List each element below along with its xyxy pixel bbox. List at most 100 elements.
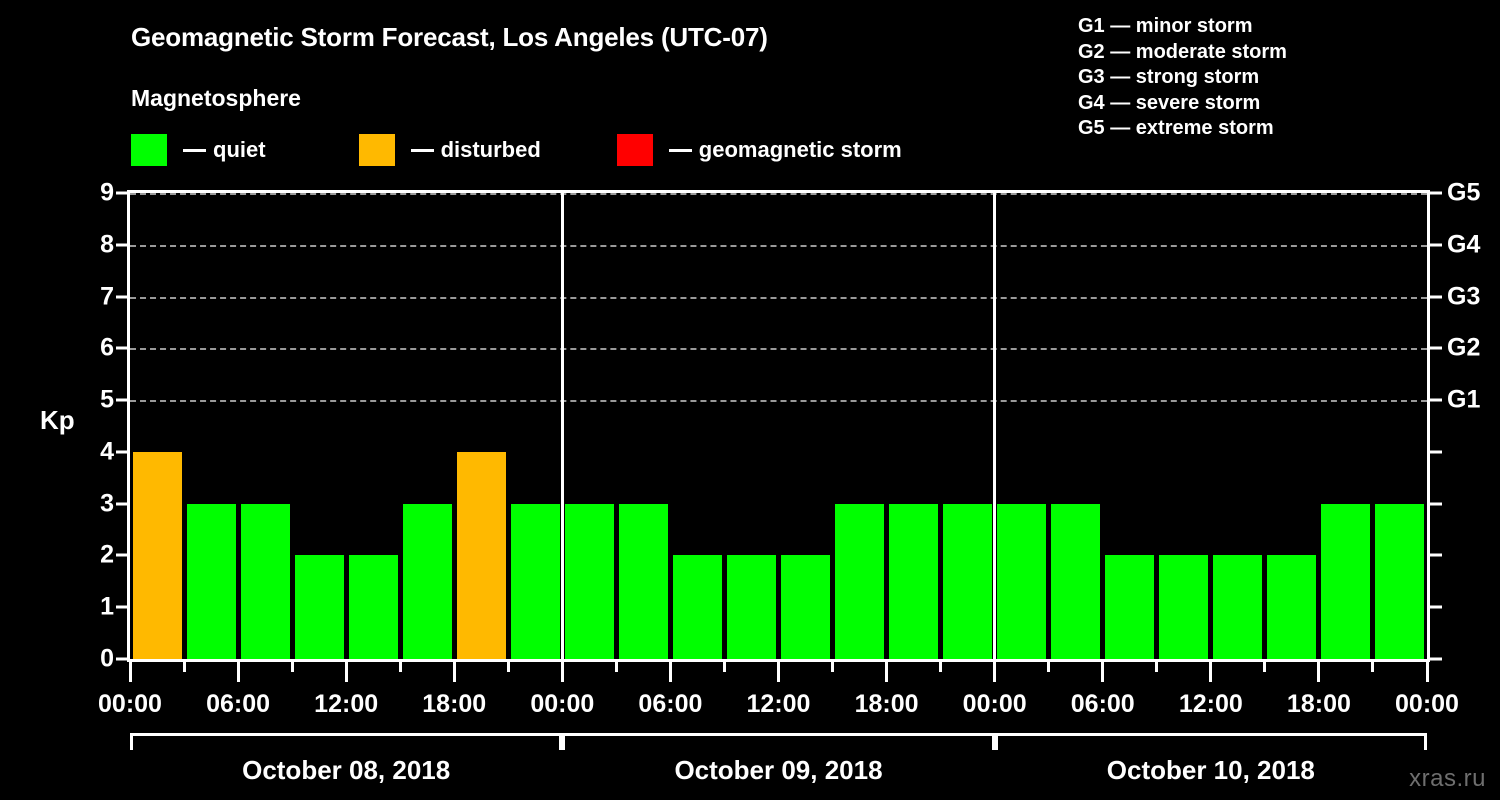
g-axis-tick <box>1430 191 1442 195</box>
legend-item: quiet <box>131 133 266 167</box>
x-axis-minor-tick <box>831 662 835 672</box>
day-bracket <box>562 733 995 750</box>
g-axis-tick <box>1430 657 1442 661</box>
x-axis-tick-label: 00:00 <box>98 690 162 718</box>
y-axis-tick <box>116 450 127 454</box>
plot-area <box>127 190 1430 662</box>
x-axis-major-tick <box>993 662 997 682</box>
kp-bar[interactable] <box>1321 503 1371 659</box>
g-axis-tick <box>1430 398 1442 402</box>
legend-label: quiet <box>213 137 266 162</box>
g-axis-tick <box>1430 553 1442 557</box>
legend-heading: Magnetosphere <box>131 85 301 111</box>
quiet-swatch <box>131 134 167 166</box>
legend-dash-icon <box>410 148 434 152</box>
kp-bar[interactable] <box>294 555 344 659</box>
x-axis-minor-tick <box>1155 662 1159 672</box>
g-axis-tick-label: G5 <box>1447 178 1481 207</box>
kp-bar[interactable] <box>132 451 182 659</box>
x-axis-minor-tick <box>1371 662 1375 672</box>
x-axis-major-tick <box>344 662 348 682</box>
kp-bar[interactable] <box>564 503 614 659</box>
kp-bar[interactable] <box>889 503 939 659</box>
kp-bar[interactable] <box>1375 503 1425 659</box>
x-axis-major-tick <box>452 662 456 682</box>
x-axis-major-tick <box>560 662 564 682</box>
day-separator <box>993 193 997 659</box>
y-axis-tick-label: 0 <box>100 644 114 673</box>
day-caption: October 10, 2018 <box>1106 755 1315 785</box>
g-axis-tick <box>1430 502 1442 506</box>
kp-bar[interactable] <box>618 503 668 659</box>
day-caption: October 08, 2018 <box>242 755 451 785</box>
kp-bar[interactable] <box>456 451 506 659</box>
x-axis-tick-label: 06:00 <box>638 690 703 718</box>
storm-swatch <box>616 134 653 166</box>
x-axis-tick-label: 06:00 <box>206 690 271 718</box>
day-bracket <box>130 733 563 750</box>
x-axis-major-tick <box>668 662 672 682</box>
kp-bar[interactable] <box>726 555 776 659</box>
y-axis-ticks <box>116 190 127 662</box>
kp-bar[interactable] <box>1051 503 1101 659</box>
y-axis-tick <box>116 346 127 350</box>
legend-item: disturbed <box>358 133 541 167</box>
g-scale-legend: G1 — minor storm G2 — moderate storm G3 — … <box>1078 14 1287 142</box>
g-scale-line: G4 — severe storm <box>1078 91 1261 114</box>
x-axis-minor-tick <box>1047 662 1051 672</box>
x-axis-minor-tick <box>1263 662 1267 672</box>
x-axis-minor-tick <box>182 662 186 672</box>
kp-bar[interactable] <box>672 555 722 659</box>
x-axis-major-tick <box>236 662 240 682</box>
x-axis-major-tick <box>885 662 889 682</box>
kp-bar[interactable] <box>781 555 831 659</box>
y-axis-title: Kp <box>40 405 75 435</box>
kp-bar[interactable] <box>1267 555 1317 659</box>
y-axis-tick-label: 4 <box>100 437 114 466</box>
legend-dash-icon <box>668 148 692 152</box>
kp-bar[interactable] <box>997 503 1047 659</box>
kp-bar[interactable] <box>186 503 236 659</box>
g-scale-line: G1 — minor storm <box>1078 15 1253 37</box>
x-axis-labels: 00:00 06:00 12:00 18:00 00:00 06:00 12:00 18:00… <box>0 690 1500 724</box>
x-axis-major-tick <box>777 662 780 682</box>
x-axis-minor-tick <box>939 662 943 672</box>
day-brackets <box>127 733 1433 751</box>
x-axis-tick-label: 00:00 <box>962 690 1027 718</box>
x-axis-tick-label: 06:00 <box>1070 690 1135 718</box>
kp-bar[interactable] <box>348 555 398 659</box>
g-scale-line: G2 — moderate storm <box>1078 40 1287 63</box>
x-axis-minor-tick <box>722 662 726 672</box>
y-axis-tick <box>116 657 127 661</box>
x-axis-tick-label: 00:00 <box>530 690 595 718</box>
kp-bar[interactable] <box>1213 555 1263 659</box>
day-separator <box>560 193 564 659</box>
y-axis-tick-label: 7 <box>100 282 114 311</box>
x-axis-minor-tick <box>614 662 618 672</box>
x-axis-minor-tick <box>290 662 294 672</box>
y-axis-tick-label: 9 <box>100 178 114 207</box>
kp-bar[interactable] <box>510 503 560 659</box>
g-axis-tick-label: G4 <box>1447 230 1481 259</box>
kp-bar[interactable] <box>943 503 993 659</box>
magnetosphere-legend: quiet disturbed geomagnetic storm <box>131 133 902 167</box>
g-axis-tick <box>1430 243 1442 247</box>
g-axis-tick-label: G1 <box>1447 385 1481 414</box>
x-axis-major-tick <box>1317 662 1321 682</box>
x-axis-tick-label: 18:00 <box>422 690 487 718</box>
kp-bar[interactable] <box>1159 555 1209 659</box>
kp-bar[interactable] <box>402 503 452 659</box>
kp-bar[interactable] <box>240 503 290 659</box>
x-axis-ticks <box>127 662 1433 684</box>
kp-bar[interactable] <box>1105 555 1155 659</box>
x-axis-tick-label: 00:00 <box>1395 690 1459 718</box>
g-axis-tick-label: G3 <box>1447 282 1481 311</box>
x-axis-tick-label: 12:00 <box>746 690 811 718</box>
g-axis-tick-label: G2 <box>1447 333 1481 362</box>
day-bracket <box>994 733 1427 750</box>
kp-bar[interactable] <box>835 503 885 659</box>
gridline <box>130 244 1427 247</box>
watermark: xras.ru <box>1409 765 1486 792</box>
gridline <box>130 400 1427 403</box>
